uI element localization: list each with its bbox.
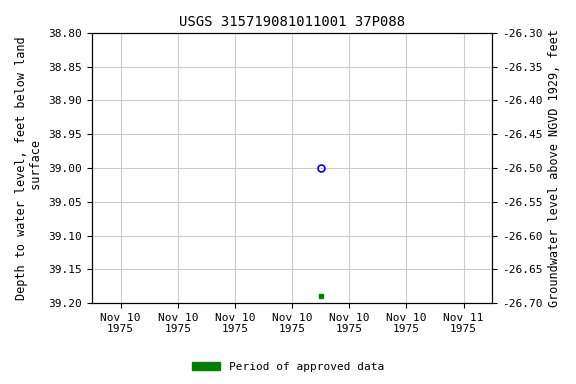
- Y-axis label: Depth to water level, feet below land
 surface: Depth to water level, feet below land su…: [15, 36, 43, 300]
- Y-axis label: Groundwater level above NGVD 1929, feet: Groundwater level above NGVD 1929, feet: [548, 29, 561, 307]
- Title: USGS 315719081011001 37P088: USGS 315719081011001 37P088: [179, 15, 405, 29]
- Legend: Period of approved data: Period of approved data: [188, 358, 388, 377]
